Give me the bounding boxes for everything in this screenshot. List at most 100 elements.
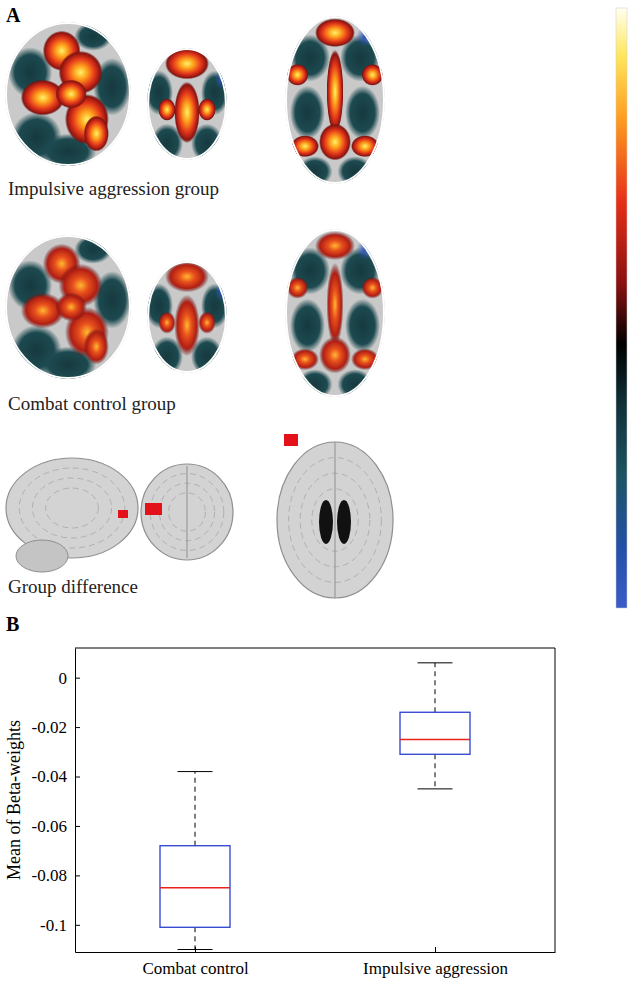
tick-label: -0.1 [40,916,67,935]
brain-outline [286,230,384,396]
cerebellum [16,540,68,572]
box-plot: -0.1 -0.08 -0.06 -0.04 -0.02 0 Combat control I… [4,648,556,978]
tick-label: -0.06 [32,817,67,836]
frame [555,648,556,952]
whisker-cap [418,662,453,663]
tick: -0.08 [32,866,80,885]
axis-title: Mean of Beta-weights [4,720,24,880]
activation-blob [345,299,380,353]
brain-map [285,16,385,187]
brain-base [285,229,385,397]
colorbar [616,8,627,608]
tick: Impulsive aggression [363,947,508,978]
whisker-cap [178,771,213,772]
gyri [46,488,99,528]
brain-map [145,48,229,163]
tick-mark [435,947,436,952]
anatomy [6,458,138,572]
tick: -0.04 [32,767,80,786]
marks [160,663,470,950]
activation-blob [198,98,216,120]
activation-blob [345,86,380,140]
whisker [435,754,436,789]
axis-line [75,649,76,953]
activation-blob [327,50,344,134]
activation-blob [198,311,216,333]
whisker [195,772,196,846]
panel-label: A [6,4,21,26]
whisker [195,927,196,949]
brain-map [5,22,131,170]
tick: 0 [59,669,81,688]
y-axis: -0.1 -0.08 -0.06 -0.04 -0.02 0 [32,649,80,953]
tick-mark [75,875,80,876]
midline [187,466,188,558]
brain-base [141,464,233,560]
activation-blob [319,337,351,374]
row-label: Impulsive aggression group [8,178,219,199]
ventricle [337,500,351,544]
brain-outline [6,23,130,165]
axis-line [76,952,556,953]
row-label: Group difference [8,576,138,597]
activation-blob [327,263,344,347]
box-body [400,712,470,754]
tick-mark [75,925,80,926]
brain-map [145,261,229,376]
tick-label: -0.08 [32,866,67,885]
activation-blob [174,82,200,144]
box-body [160,846,230,928]
brain-outline [148,49,226,159]
brain-base [277,442,393,598]
brain-outline [286,17,384,183]
tick: -0.02 [32,718,80,737]
tick-label: -0.04 [32,767,68,786]
anatomy [277,434,393,598]
activation-blob [84,116,109,152]
activation-blob [55,293,87,322]
whisker [435,663,436,712]
tick-label: Combat control [142,959,249,978]
activation-blob [290,299,325,353]
tick: -0.1 [40,916,80,935]
activation-blob [84,329,109,365]
activation-blob [290,86,325,140]
tick-label: 0 [59,669,68,688]
tick-mark [75,826,80,827]
median [160,887,230,889]
tick-mark [75,777,80,778]
tick-label: -0.02 [32,718,67,737]
brain-map [5,235,131,383]
brain-outline [6,236,130,378]
tick-mark [75,727,80,728]
tick: -0.06 [32,817,80,836]
anatomy [141,464,233,560]
median [400,739,470,741]
activation-blob [55,80,87,109]
cluster [118,510,128,518]
tick: Combat control [142,947,249,978]
row-label: Combat control group [8,393,176,414]
whisker-cap [178,949,213,950]
activation-blob [315,19,355,48]
frame [75,648,555,649]
ventricle [319,500,333,544]
cluster [284,434,298,446]
gyri [32,478,111,538]
x-axis: Combat control Impulsive aggression [76,947,556,978]
activation-blob [319,124,351,161]
figure: A Impulsive aggression group Combat contro… [0,0,633,999]
midline [335,442,336,598]
brain-outline [148,262,226,372]
activation-blob [158,98,176,120]
panel-label: B [6,613,19,635]
tick-label: Impulsive aggression [363,959,508,978]
activation-blob [315,232,355,261]
whisker-cap [418,788,453,789]
cluster [145,503,162,515]
gyri [19,468,125,548]
tick-mark [75,678,80,679]
activation-blob [158,311,176,333]
brain-base [285,16,385,184]
box [160,772,230,950]
